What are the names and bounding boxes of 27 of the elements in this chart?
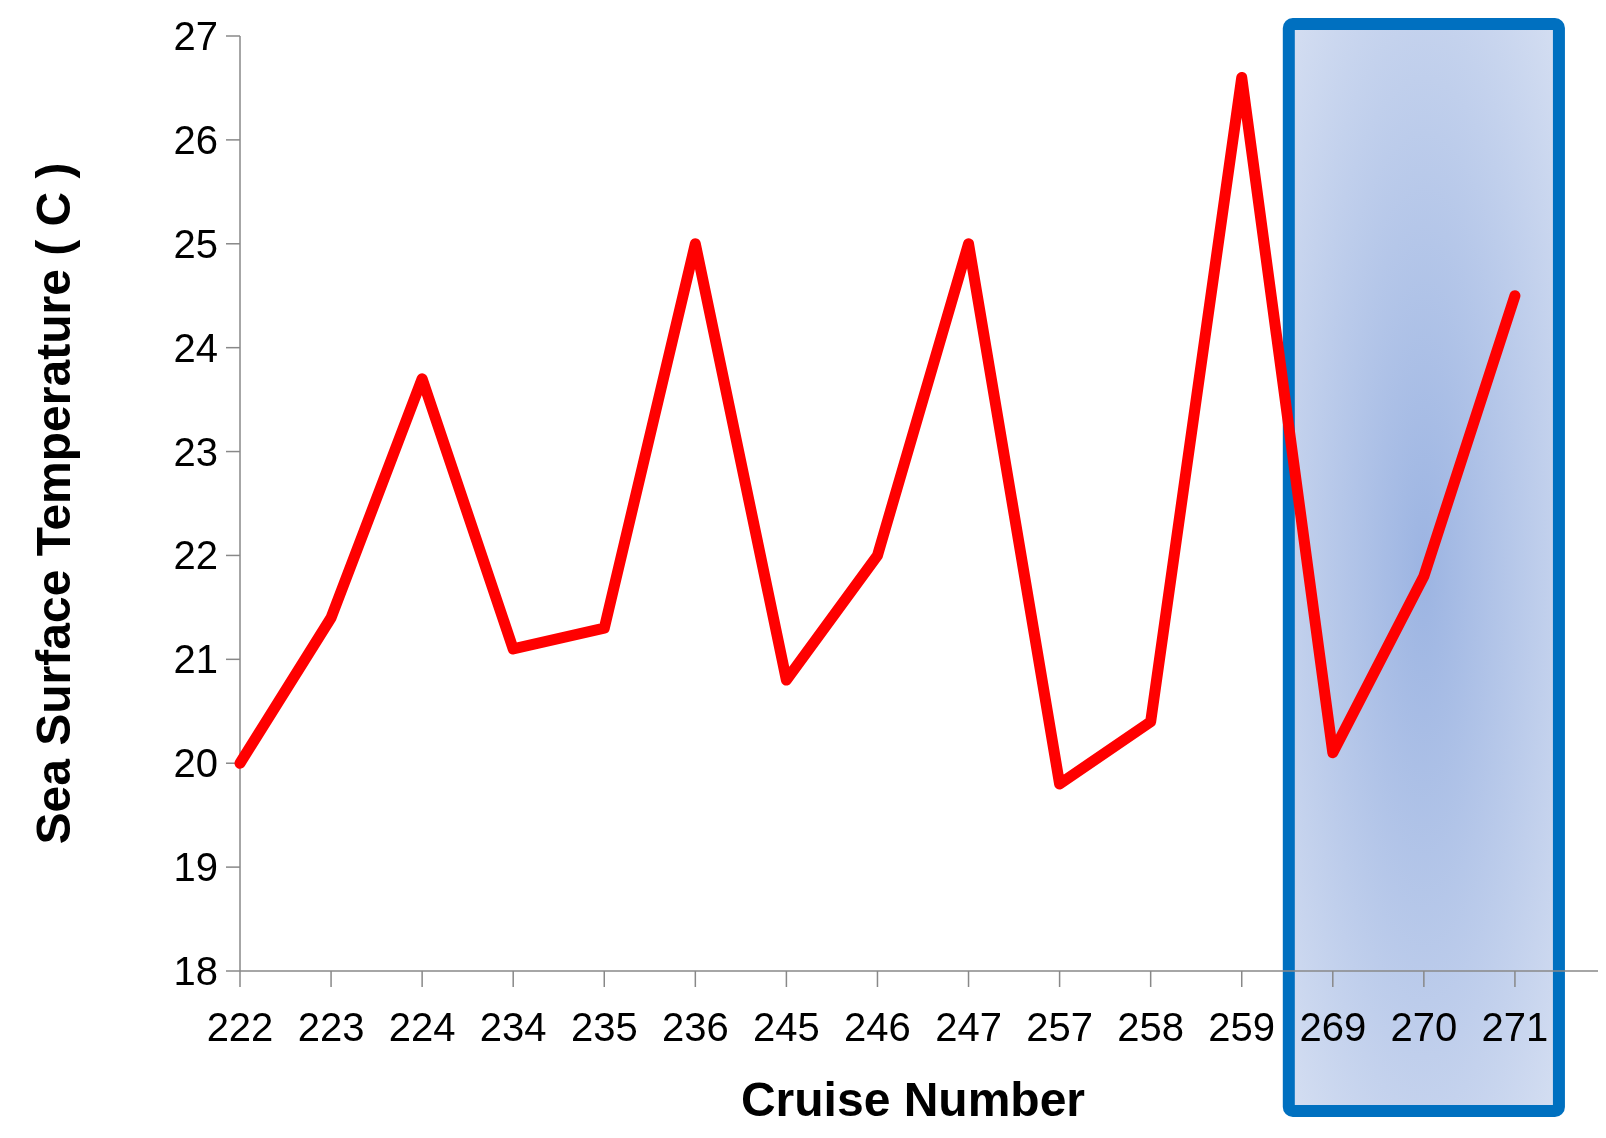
x-tick-label: 257 [1026,1005,1093,1049]
x-tick-label: 270 [1390,1005,1458,1049]
x-tick-label: 222 [206,1005,274,1049]
x-tick-label: 258 [1117,1005,1185,1049]
y-tick-label: 21 [173,637,218,682]
y-tick-label: 22 [173,533,218,578]
y-tick-label: 27 [173,14,218,58]
x-tick-label: 236 [661,1005,729,1049]
y-tick-label: 24 [173,325,218,370]
x-tick-label: 245 [753,1005,820,1049]
x-axis-title: Cruise Number [740,1073,1086,1126]
x-tick-label: 271 [1481,1005,1549,1049]
y-tick-label: 23 [173,429,218,474]
y-tick-label: 18 [173,949,218,993]
y-axis-title: Sea Surface Temperature ( C ) [27,162,80,845]
x-tick-label: 259 [1208,1005,1276,1049]
x-tick-label: 234 [479,1005,547,1049]
x-tick-label: 223 [297,1005,365,1049]
x-tick-label: 224 [388,1005,456,1049]
x-tick-label: 235 [570,1005,638,1049]
x-tick-label: 246 [844,1005,911,1049]
y-tick-label: 20 [173,741,218,786]
y-tick-label: 25 [173,221,218,266]
x-tick-label: 269 [1299,1005,1367,1049]
y-tick-label: 19 [173,845,218,890]
x-tick-label: 247 [935,1005,1002,1049]
y-tick-label: 26 [173,117,218,162]
